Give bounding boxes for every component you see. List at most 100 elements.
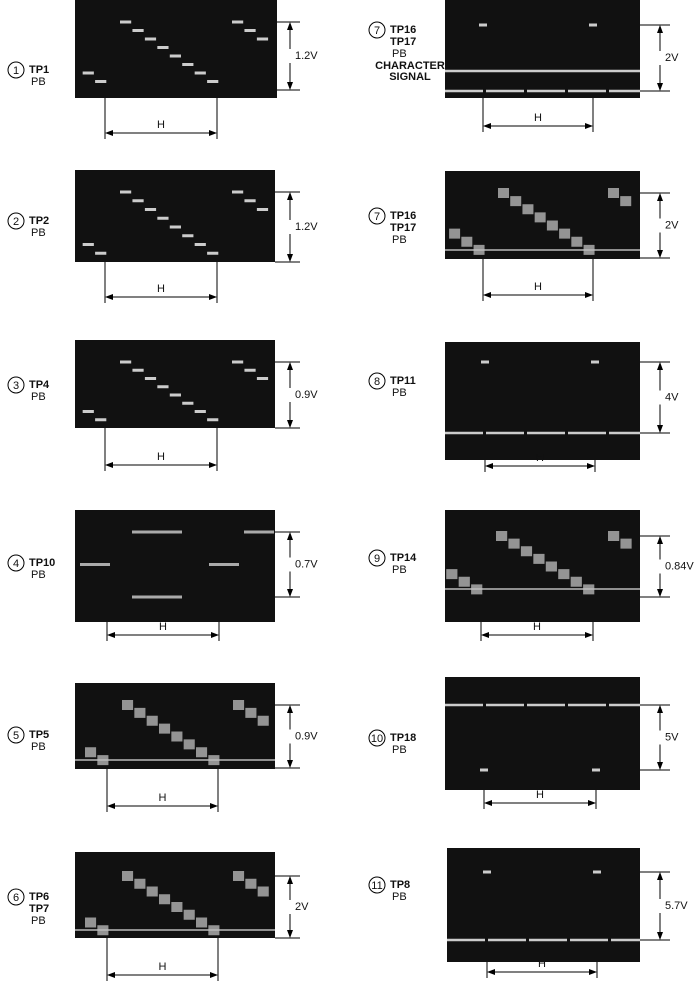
label-bg bbox=[654, 390, 688, 405]
mode: PB bbox=[31, 915, 46, 927]
panel-number: 4 bbox=[13, 558, 19, 570]
scope-screen bbox=[75, 852, 275, 938]
period: H bbox=[157, 451, 165, 463]
trace bbox=[82, 190, 269, 255]
period: H bbox=[534, 112, 542, 124]
arrow-head bbox=[287, 532, 293, 597]
scope-screen bbox=[445, 677, 640, 790]
test-point: TP8 bbox=[390, 879, 410, 891]
panel-number: 9 bbox=[374, 553, 380, 565]
scope-screen bbox=[445, 342, 640, 460]
amplitude: 2V bbox=[665, 52, 679, 64]
amplitude: 5.7V bbox=[665, 900, 688, 912]
panel-number: 8 bbox=[374, 376, 380, 388]
scope-screen bbox=[75, 340, 275, 428]
mode: PB bbox=[392, 234, 407, 246]
panel-number: 5 bbox=[13, 730, 19, 742]
scope-screen bbox=[75, 0, 277, 98]
amplitude: 1.2V bbox=[295, 50, 318, 62]
test-point: TP11 bbox=[390, 375, 416, 387]
arrow-head bbox=[287, 362, 293, 428]
test-point: TP18 bbox=[390, 732, 416, 744]
number-circle bbox=[7, 212, 25, 230]
label-bg bbox=[654, 730, 688, 745]
period: H bbox=[159, 792, 167, 804]
label-bg bbox=[284, 388, 318, 402]
label-bg bbox=[654, 899, 688, 913]
amplitude: 0.7V bbox=[295, 558, 318, 570]
panel-number: 11 bbox=[371, 880, 382, 892]
test-point: TP7 bbox=[29, 903, 49, 915]
amplitude: 1.2V bbox=[295, 221, 318, 233]
number-circle bbox=[368, 207, 386, 225]
mode: PB bbox=[392, 744, 407, 756]
mode: PB bbox=[392, 564, 407, 576]
amplitude: 0.9V bbox=[295, 730, 318, 742]
arrow-head bbox=[657, 705, 663, 770]
mode: PB bbox=[392, 891, 407, 903]
period: H bbox=[157, 119, 165, 131]
number-circle bbox=[7, 61, 25, 79]
number-circle bbox=[368, 729, 386, 747]
mode: PB bbox=[31, 741, 46, 753]
test-point: TP6 bbox=[29, 891, 49, 903]
panel-number: 3 bbox=[13, 380, 19, 392]
mode: PB bbox=[31, 569, 46, 581]
test-point: TP17 bbox=[390, 36, 416, 48]
test-point: TP17 bbox=[390, 222, 416, 234]
scope-screen bbox=[447, 848, 640, 962]
arrow-head bbox=[287, 192, 293, 262]
label-bg bbox=[284, 220, 318, 234]
period: H bbox=[159, 961, 167, 973]
amplitude: 2V bbox=[665, 219, 679, 231]
amplitude: 5V bbox=[665, 731, 679, 743]
amplitude: 2V bbox=[295, 901, 309, 913]
label-bg bbox=[284, 557, 318, 572]
panel-number: 10 bbox=[371, 733, 383, 745]
mode: PB bbox=[392, 48, 407, 60]
period: H bbox=[534, 281, 542, 293]
scope-screen bbox=[445, 510, 640, 622]
period: H bbox=[159, 621, 167, 633]
trace bbox=[82, 20, 269, 83]
arrow-head bbox=[287, 22, 293, 90]
number-circle bbox=[368, 876, 386, 894]
scope-screen bbox=[75, 683, 275, 769]
arrow-head bbox=[657, 362, 663, 433]
test-point: TP14 bbox=[390, 552, 417, 564]
number-circle bbox=[368, 372, 386, 390]
period: H bbox=[533, 621, 541, 633]
test-point: TP16 bbox=[390, 210, 416, 222]
mode: PB bbox=[392, 387, 407, 399]
note: CHARACTER bbox=[375, 60, 445, 72]
panel-number: 1 bbox=[13, 65, 19, 77]
number-circle bbox=[368, 21, 386, 39]
label-bg bbox=[654, 559, 688, 574]
test-point: TP4 bbox=[29, 379, 50, 391]
number-circle bbox=[7, 888, 25, 906]
trace bbox=[80, 530, 274, 599]
trace bbox=[82, 360, 269, 422]
test-point: TP5 bbox=[29, 729, 49, 741]
arrow-head bbox=[657, 872, 663, 940]
label-bg bbox=[284, 729, 318, 744]
scope-screen bbox=[75, 170, 275, 262]
amplitude: 4V bbox=[665, 391, 679, 403]
test-point: TP2 bbox=[29, 215, 49, 227]
panel-number: 6 bbox=[13, 892, 19, 904]
amplitude: 0.9V bbox=[295, 389, 318, 401]
note: SIGNAL bbox=[389, 71, 431, 83]
label-bg bbox=[284, 49, 318, 63]
label-bg bbox=[654, 218, 688, 233]
test-point: TP1 bbox=[29, 64, 49, 76]
mode: PB bbox=[31, 391, 46, 403]
test-point: TP10 bbox=[29, 557, 55, 569]
number-circle bbox=[368, 549, 386, 567]
period: H bbox=[157, 283, 165, 295]
amplitude: 0.84V bbox=[665, 560, 694, 572]
number-circle bbox=[7, 726, 25, 744]
test-point: TP16 bbox=[390, 24, 416, 36]
label-bg bbox=[654, 51, 688, 65]
period: H bbox=[536, 452, 544, 464]
